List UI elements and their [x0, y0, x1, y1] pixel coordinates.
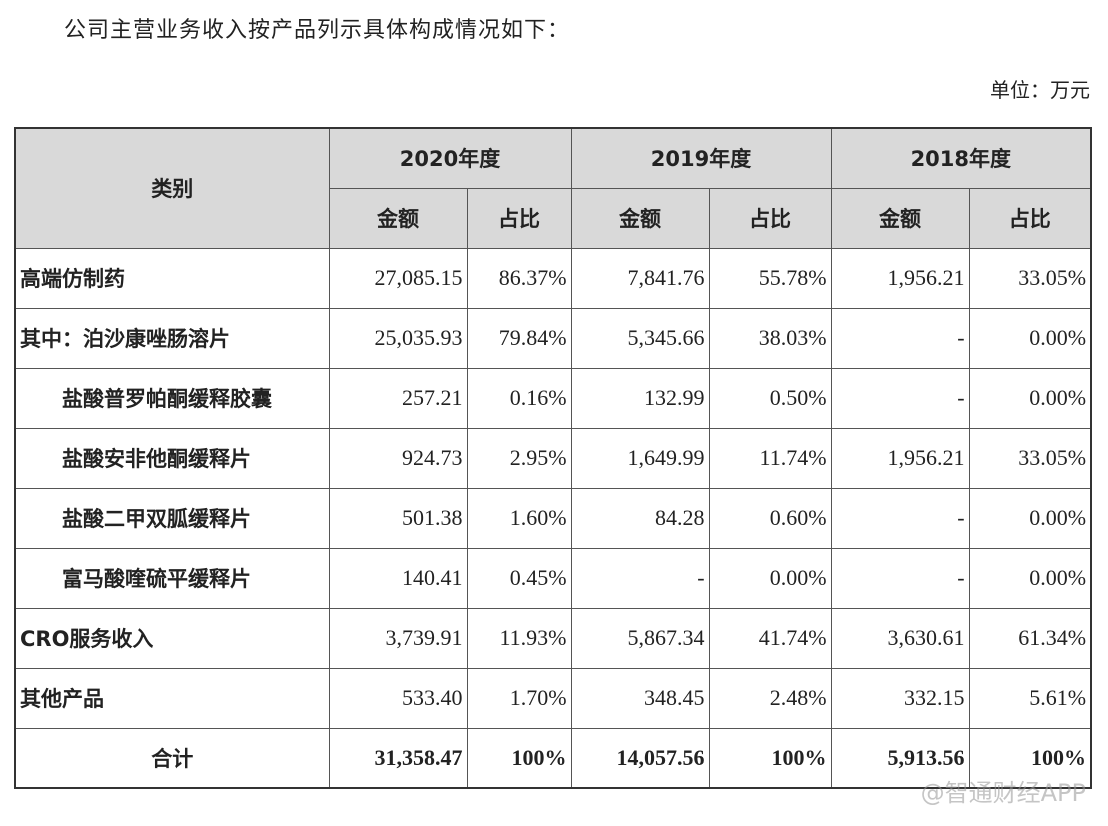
value-cell: 924.73 [328, 427, 468, 489]
category-cell: 盐酸普罗帕酮缓释胶囊 [14, 367, 330, 429]
value-cell: 348.45 [570, 667, 710, 729]
value-cell: 2.48% [708, 667, 832, 729]
value-cell: - [570, 547, 710, 609]
category-cell: CRO服务收入 [14, 607, 330, 669]
value-cell: 0.50% [708, 367, 832, 429]
value-cell: 0.00% [968, 547, 1092, 609]
value-cell: 41.74% [708, 607, 832, 669]
year-header: 2018年度 [830, 127, 1092, 189]
table-row: 其中：泊沙康唑肠溶片 25,035.93 79.84% 5,345.66 38.03% -… [14, 307, 1092, 369]
sub-header: 占比 [466, 187, 572, 249]
value-cell: 1.60% [466, 487, 572, 549]
value-cell: 100% [466, 727, 572, 789]
value-cell: 0.60% [708, 487, 832, 549]
watermark: @智通财经APP [920, 779, 1086, 807]
table-row: 盐酸二甲双胍缓释片 501.38 1.60% 84.28 0.60% -0.00% [14, 487, 1092, 549]
value-cell: 0.45% [466, 547, 572, 609]
table-header: 类别 2020年度 2019年度 2018年度 金额 占比 金额 占比 金额 占比 [14, 127, 1092, 249]
category-cell: 高端仿制药 [14, 247, 330, 309]
value-cell: 100% [708, 727, 832, 789]
value-cell: 5,867.34 [570, 607, 710, 669]
value-cell: 11.93% [466, 607, 572, 669]
value-cell: 14,057.56 [570, 727, 710, 789]
intro-text: 公司主营业务收入按产品列示具体构成情况如下： [64, 18, 571, 43]
value-cell: 7,841.76 [570, 247, 710, 309]
value-cell: 501.38 [328, 487, 468, 549]
category-cell: 其中：泊沙康唑肠溶片 [14, 307, 330, 369]
value-cell: 1,956.21 [830, 427, 970, 489]
value-cell: 25,035.93 [328, 307, 468, 369]
value-cell: 55.78% [708, 247, 832, 309]
category-cell: 其他产品 [14, 667, 330, 729]
sub-header: 金额 [830, 187, 970, 249]
category-cell: 盐酸二甲双胍缓释片 [14, 487, 330, 549]
unit-label: 单位：万元 [990, 78, 1090, 102]
value-cell: 533.40 [328, 667, 468, 729]
value-cell: 1,649.99 [570, 427, 710, 489]
value-cell: 27,085.15 [328, 247, 468, 309]
value-cell: 84.28 [570, 487, 710, 549]
value-cell: 11.74% [708, 427, 832, 489]
category-cell: 合计 [14, 727, 330, 789]
year-header: 2020年度 [328, 127, 572, 189]
sub-header: 金额 [570, 187, 710, 249]
value-cell: 100% [968, 727, 1092, 789]
value-cell: 1,956.21 [830, 247, 970, 309]
table-row: 盐酸安非他酮缓释片 924.73 2.95% 1,649.99 11.74% 1,956.… [14, 427, 1092, 489]
value-cell: - [830, 367, 970, 429]
value-cell: 257.21 [328, 367, 468, 429]
table-row: 其他产品 533.40 1.70% 348.45 2.48% 332.15 5.61% [14, 667, 1092, 729]
table-body: 高端仿制药 27,085.15 86.37% 7,841.76 55.78% 1,956.… [14, 247, 1092, 789]
value-cell: 132.99 [570, 367, 710, 429]
table-row: CRO服务收入 3,739.91 11.93% 5,867.34 41.74% 3,630… [14, 607, 1092, 669]
table-row: 高端仿制药 27,085.15 86.37% 7,841.76 55.78% 1,956.… [14, 247, 1092, 309]
value-cell: 0.16% [466, 367, 572, 429]
value-cell: 5,345.66 [570, 307, 710, 369]
value-cell: 33.05% [968, 427, 1092, 489]
header-row: 类别 2020年度 2019年度 2018年度 [14, 127, 1092, 249]
table-row: 合计 31,358.47 100% 14,057.56 100% 5,913.56 100% [14, 727, 1092, 789]
value-cell: 140.41 [328, 547, 468, 609]
value-cell: 5,913.56 [830, 727, 970, 789]
sub-header: 金额 [328, 187, 468, 249]
value-cell: 3,630.61 [830, 607, 970, 669]
value-cell: - [830, 307, 970, 369]
table-row: 富马酸喹硫平缓释片 140.41 0.45% -0.00% -0.00% [14, 547, 1092, 609]
revenue-table: 类别 2020年度 2019年度 2018年度 金额 占比 金额 占比 金额 占比 高端仿制药… [14, 127, 1093, 789]
header-cell: 类别 [14, 127, 330, 249]
value-cell: 5.61% [968, 667, 1092, 729]
year-header: 2019年度 [570, 127, 832, 189]
value-cell: 86.37% [466, 247, 572, 309]
header-row: 金额 占比 金额 占比 金额 占比 [15, 187, 1092, 249]
sub-header: 占比 [708, 187, 832, 249]
value-cell: 0.00% [968, 367, 1092, 429]
value-cell: 0.00% [968, 487, 1092, 549]
value-cell: 0.00% [968, 307, 1092, 369]
value-cell: 79.84% [466, 307, 572, 369]
category-cell: 富马酸喹硫平缓释片 [14, 547, 330, 609]
table-row: 盐酸普罗帕酮缓释胶囊 257.21 0.16% 132.99 0.50% -0.00% [14, 367, 1092, 429]
value-cell: 1.70% [466, 667, 572, 729]
value-cell: 61.34% [968, 607, 1092, 669]
sub-header: 占比 [968, 187, 1092, 249]
value-cell: 0.00% [708, 547, 832, 609]
category-cell: 盐酸安非他酮缓释片 [14, 427, 330, 489]
value-cell: 332.15 [830, 667, 970, 729]
value-cell: 31,358.47 [328, 727, 468, 789]
value-cell: - [830, 547, 970, 609]
value-cell: 33.05% [968, 247, 1092, 309]
value-cell: 3,739.91 [328, 607, 468, 669]
value-cell: 38.03% [708, 307, 832, 369]
value-cell: - [830, 487, 970, 549]
value-cell: 2.95% [466, 427, 572, 489]
